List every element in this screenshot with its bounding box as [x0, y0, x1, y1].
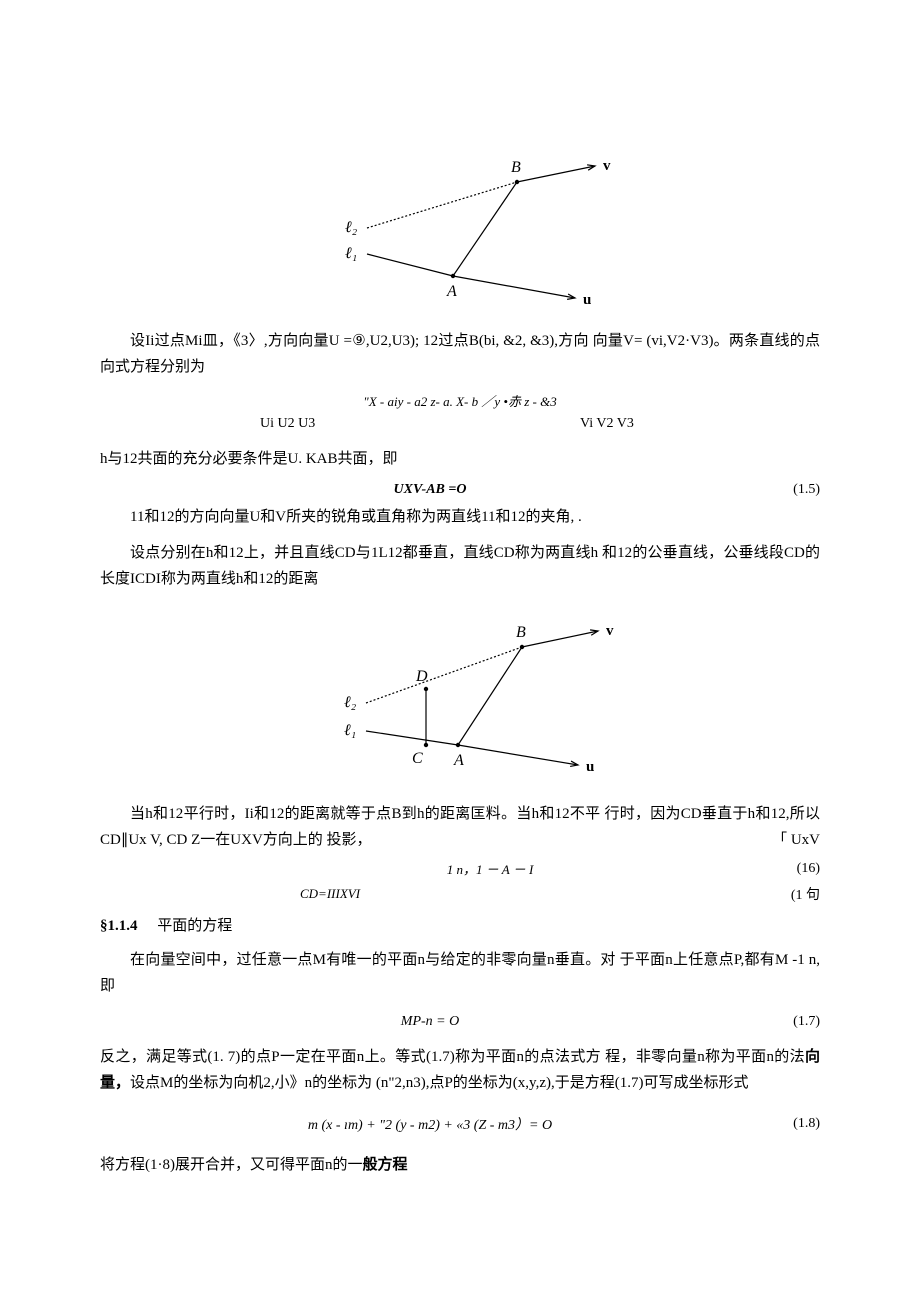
section-title: 平面的方程 [157, 918, 232, 934]
eq-denom-right: Vi V2 V3 [500, 416, 820, 432]
eq-1-7-num: (1.7) [760, 1014, 820, 1030]
paragraph-projection: 当h和12平行时，Ii和12的距离就等于点B到h的距离匡料。当h和12不平 行时… [100, 801, 820, 854]
section-number: §1.1.4 [100, 918, 138, 934]
svg-text:B: B [516, 624, 526, 641]
paragraph-setup: 设Ii过点Mi皿，《3〉,方向向量U =⑨,U2,U3); 12过点B(bi, … [100, 328, 820, 381]
svg-text:ℓ₁: ℓ₁ [345, 245, 357, 262]
eq-1-6a-num: (16) [760, 861, 820, 877]
eq-1-6a-body: 1 n，1 － A － I [100, 859, 760, 878]
eq-1-5-body: UXV-AB =O [100, 482, 760, 498]
eq-1-8-body: m (x - ım) + "2 (y - m2) + «3 (Z - m3）= … [100, 1114, 760, 1134]
equation-point-direction: "X - aiy - a2 z- a. X- b ／y •赤 z - &3 [100, 391, 820, 410]
equation-denominators: Ui U2 U3 Vi V2 V3 [100, 416, 820, 432]
equation-body: "X - aiy - a2 z- a. X- b ／y •赤 z - &3 [100, 391, 820, 410]
section-heading-1-1-4: §1.1.4 平面的方程 [100, 914, 820, 935]
equation-1-7: MP-n = O (1.7) [100, 1014, 820, 1030]
equation-1-6b: CD=IIIXVI (1 句 [100, 884, 820, 904]
paragraph-projection-text: 当h和12平行时，Ii和12的距离就等于点B到h的距离匡料。当h和12不平 行时… [100, 806, 820, 848]
paragraph-angle: 11和12的方向向量U和V所夹的锐角或直角称为两直线11和12的夹角, . [100, 504, 820, 530]
paragraph-plane-intro: 在向量空间中，过任意一点M有唯一的平面n与给定的非零向量n垂直。对 于平面n上任… [100, 947, 820, 1000]
paragraph-normal-b: 设点M的坐标为向机2,小》n的坐标为 (n"2,n3),点P的坐标为(x,y,z… [130, 1075, 748, 1091]
figure-lines-2: C Dℓ₁ ℓ₂ A Bu v [300, 603, 620, 783]
equation-1-6a: 1 n，1 － A － I (16) [100, 859, 820, 878]
svg-text:D: D [415, 668, 428, 685]
svg-text:u: u [583, 292, 591, 308]
page: ℓ₁ ℓ₂ A Bu v 设Ii过点Mi皿，《3〉,方向向量U =⑨,U2,U3); 1… [0, 0, 920, 1248]
svg-text:v: v [603, 158, 611, 174]
svg-text:u: u [586, 759, 594, 775]
svg-text:ℓ₂: ℓ₂ [344, 694, 357, 711]
paragraph-general-bold: 般方程 [363, 1157, 408, 1173]
eq-1-6b-body: CD=IIIXVI [100, 886, 760, 902]
paragraph-perpendicular: 设点分别在h和12上，并且直线CD与1L12都垂直，直线CD称为两直线h 和12… [100, 540, 820, 593]
eq-1-5-num: (1.5) [760, 482, 820, 498]
paragraph-normal-vector: 反之，满足等式(1. 7)的点P一定在平面n上。等式(1.7)称为平面n的点法式… [100, 1044, 820, 1097]
svg-text:v: v [606, 623, 614, 639]
svg-text:ℓ₁: ℓ₁ [344, 722, 356, 739]
equation-1-8: m (x - ım) + "2 (y - m2) + «3 (Z - m3）= … [100, 1114, 820, 1134]
svg-text:ℓ₂: ℓ₂ [345, 219, 358, 236]
svg-text:A: A [446, 283, 457, 300]
eq-1-8-num: (1.8) [760, 1116, 820, 1132]
paragraph-normal-a: 反之，满足等式(1. 7)的点P一定在平面n上。等式(1.7)称为平面n的点法式… [100, 1049, 805, 1065]
paragraph-general-eq: 将方程(1·8)展开合并，又可得平面n的一般方程 [100, 1152, 820, 1178]
eq-1-6b-num: (1 句 [760, 884, 820, 904]
eq-1-7-body: MP-n = O [100, 1014, 760, 1030]
equation-1-5: UXV-AB =O (1.5) [100, 482, 820, 498]
figure-lines-1: ℓ₁ ℓ₂ A Bu v [305, 140, 615, 310]
svg-text:B: B [511, 159, 521, 176]
eq-denom-left: Ui U2 U3 [100, 416, 500, 432]
paragraph-general-a: 将方程(1·8)展开合并，又可得平面n的一 [100, 1157, 363, 1173]
paragraph-projection-tail: 「 UxV [742, 827, 820, 853]
svg-text:A: A [453, 752, 464, 769]
paragraph-coplanar: h与12共面的充分必要条件是U. KAB共面，即 [100, 446, 820, 472]
svg-text:C: C [412, 750, 423, 767]
